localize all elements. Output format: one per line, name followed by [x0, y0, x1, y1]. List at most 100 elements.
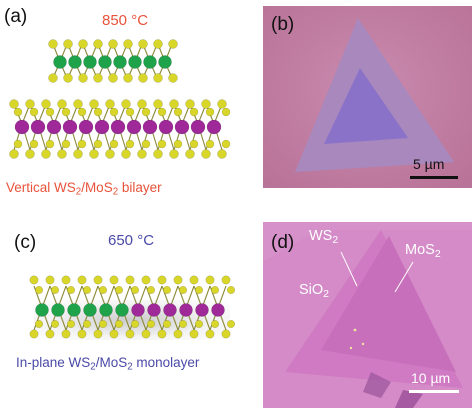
sulfur-atom: [137, 99, 147, 109]
sulfur-atom: [61, 275, 71, 285]
sulfur-atom: [125, 275, 135, 285]
molybdenum-atom: [46, 119, 62, 135]
panel-c-label: (c): [14, 232, 37, 253]
molybdenum-atom: [158, 119, 174, 135]
debris: [395, 390, 423, 408]
sulfur-atom: [125, 107, 135, 117]
sulfur-atom: [82, 319, 92, 329]
panel-b-scale-text: 5 µm: [413, 156, 445, 172]
sulfur-atom: [169, 99, 179, 109]
sulfur-atom: [178, 285, 188, 295]
sulfur-atom: [221, 107, 231, 117]
sulfur-atom: [123, 39, 133, 49]
sulfur-atom: [89, 149, 99, 159]
sulfur-atom: [63, 39, 73, 49]
sulfur-atom: [130, 285, 140, 295]
sulfur-atom: [45, 107, 55, 117]
sulfur-atom: [153, 99, 163, 109]
sulfur-atom: [205, 139, 215, 149]
sulfur-atom: [89, 99, 99, 109]
molybdenum-atom: [163, 303, 177, 317]
sulfur-atom: [201, 149, 211, 159]
sulfur-atom: [29, 139, 39, 149]
vertical-bilayer-model: [9, 39, 231, 159]
sulfur-atom: [98, 319, 108, 329]
molybdenum-atom: [94, 119, 110, 135]
sulfur-atom: [93, 139, 103, 149]
panel-d-micrograph: (d) WS2 MoS2 SiO2 10 µm: [263, 222, 472, 408]
sulfur-atom: [169, 149, 179, 159]
sulfur-atom: [146, 319, 156, 329]
sulfur-atom: [121, 99, 131, 109]
sulfur-atom: [57, 149, 67, 159]
sulfur-atom: [109, 275, 119, 285]
sulfur-atom: [93, 107, 103, 117]
sulfur-atom: [13, 107, 23, 117]
sio2-label: SiO2: [299, 282, 329, 300]
molybdenum-atom: [110, 119, 126, 135]
molybdenum-atom: [126, 119, 142, 135]
sulfur-atom: [125, 139, 135, 149]
sulfur-atom: [157, 107, 167, 117]
sulfur-atom: [210, 319, 220, 329]
sulfur-atom: [73, 99, 83, 109]
molybdenum-atom: [211, 303, 225, 317]
sulfur-atom: [45, 329, 55, 339]
sulfur-atom: [93, 39, 103, 49]
sulfur-atom: [77, 139, 87, 149]
sulfur-atom: [66, 319, 76, 329]
panel-b-scale-bar: [410, 176, 458, 179]
sulfur-atom: [226, 319, 236, 329]
sulfur-atom: [137, 149, 147, 159]
sulfur-atom: [50, 285, 60, 295]
molybdenum-atom: [179, 303, 193, 317]
tungsten-atom: [143, 55, 157, 69]
sulfur-atom: [157, 139, 167, 149]
sulfur-atom: [173, 107, 183, 117]
debris: [363, 372, 391, 398]
inplane-monolayer-model: [29, 275, 236, 339]
sulfur-atom: [141, 139, 151, 149]
sulfur-atom: [138, 39, 148, 49]
sulfur-atom: [93, 73, 103, 83]
sulfur-atom: [125, 329, 135, 339]
sulfur-atom: [141, 329, 151, 339]
sulfur-atom: [34, 319, 44, 329]
sulfur-atom: [114, 285, 124, 295]
sulfur-atom: [41, 149, 51, 159]
panel-a-caption: Vertical WS2/MoS2 bilayer: [6, 180, 162, 198]
panel-c-temperature: 650 °C: [108, 232, 155, 249]
panel-a-label: (a): [4, 6, 28, 27]
sulfur-atom: [153, 39, 163, 49]
sulfur-atom: [153, 73, 163, 83]
panel-b-label: (b): [271, 14, 295, 35]
tungsten-atom: [68, 55, 82, 69]
sulfur-atom: [108, 39, 118, 49]
sulfur-atom: [185, 99, 195, 109]
sulfur-atom: [25, 149, 35, 159]
molybdenum-atom: [195, 303, 209, 317]
tungsten-atom: [53, 55, 67, 69]
sulfur-atom: [194, 319, 204, 329]
sulfur-atom: [210, 285, 220, 295]
tungsten-atom: [35, 303, 49, 317]
molybdenum-atom: [131, 303, 145, 317]
molybdenum-atom: [14, 119, 30, 135]
sulfur-atom: [48, 39, 58, 49]
molybdenum-atom: [78, 119, 94, 135]
tungsten-atom: [113, 55, 127, 69]
tungsten-atom: [115, 303, 129, 317]
sulfur-atom: [25, 99, 35, 109]
panel-a-temperature: 850 °C: [102, 12, 149, 29]
sulfur-atom: [93, 275, 103, 285]
panel-d-scale-text: 10 µm: [411, 370, 451, 386]
sulfur-atom: [153, 149, 163, 159]
sulfur-atom: [63, 73, 73, 83]
sulfur-atom: [109, 107, 119, 117]
tungsten-atom: [98, 55, 112, 69]
sulfur-atom: [173, 329, 183, 339]
sulfur-atom: [45, 139, 55, 149]
sulfur-atom: [109, 139, 119, 149]
sulfur-atom: [98, 285, 108, 295]
panel-c-caption: In-plane WS2/MoS2 monolayer: [16, 355, 200, 373]
